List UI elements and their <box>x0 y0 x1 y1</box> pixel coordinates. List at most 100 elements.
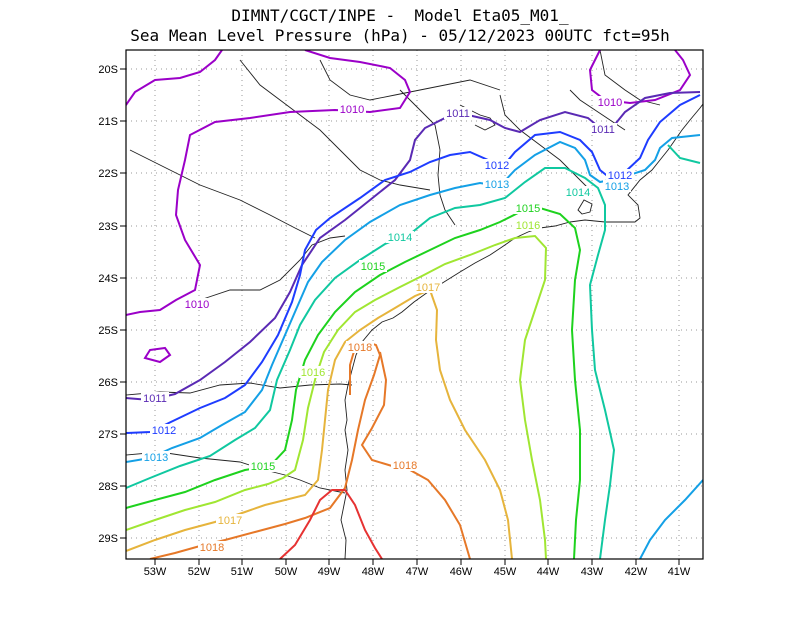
longitude-labels: 53W 52W 51W 50W 49W 48W 47W 46W 45W 44W 43W 42W 41W <box>144 566 691 578</box>
contour-label-bg <box>338 103 366 115</box>
contour-label-1012: 1012 <box>152 425 176 437</box>
contour-label-bg <box>183 298 211 310</box>
state-border <box>129 149 316 239</box>
contour-label-1017: 1017 <box>416 282 440 294</box>
contour-label-bg <box>514 202 542 214</box>
contour-label-1011: 1011 <box>143 393 167 405</box>
isobar-1010 <box>143 346 172 364</box>
isobar-1019 <box>279 489 383 559</box>
state-border <box>319 59 501 101</box>
bay-outline <box>577 199 593 215</box>
state-border <box>199 235 346 301</box>
contour-label-bg <box>150 424 178 436</box>
longitude-label: 49W <box>318 566 341 578</box>
contour-label-bg <box>444 107 472 119</box>
latitude-label: 28S <box>98 481 118 493</box>
contour-label-bg <box>142 451 170 463</box>
plot-frame <box>125 49 704 560</box>
contour-label-bg <box>603 180 631 192</box>
contour-label-1010: 1010 <box>598 97 622 109</box>
isobar-1018 <box>360 351 471 559</box>
contour-label-1015: 1015 <box>361 261 385 273</box>
longitude-label: 43W <box>581 566 604 578</box>
latitude-label: 22S <box>98 168 118 180</box>
isobar-1011 <box>126 91 701 402</box>
contour-label-1012: 1012 <box>608 170 632 182</box>
contour-label-1014: 1014 <box>566 187 590 199</box>
isobar-1018 <box>149 340 382 559</box>
latitude-label: 25S <box>98 325 118 337</box>
contour-label-bg <box>483 159 511 171</box>
isobar-1014 <box>126 167 616 559</box>
contour-label-bg <box>514 219 542 231</box>
state-border <box>239 59 431 191</box>
contour-label-bg <box>589 123 617 135</box>
contour-label-1012: 1012 <box>485 160 509 172</box>
latitude-label: 24S <box>98 273 118 285</box>
contour-label-bg <box>198 541 226 553</box>
isobar-1010 <box>126 50 223 106</box>
contour-label-bg <box>216 514 244 526</box>
contour-label-bg <box>391 459 419 471</box>
contour-label-1013: 1013 <box>605 181 629 193</box>
contour-label-bg <box>564 186 592 198</box>
contour-label-bg <box>359 260 387 272</box>
contour-label-1018: 1018 <box>200 542 224 554</box>
contour-label-1013: 1013 <box>485 179 509 191</box>
longitude-label: 46W <box>450 566 473 578</box>
longitude-label: 42W <box>625 566 648 578</box>
longitude-label: 50W <box>275 566 298 578</box>
contour-label-bg <box>483 178 511 190</box>
state-border <box>399 89 456 226</box>
longitude-label: 41W <box>668 566 691 578</box>
isobar-1014 <box>667 144 701 164</box>
contour-label-1010: 1010 <box>340 104 364 116</box>
longitude-label: 48W <box>362 566 385 578</box>
latitude-label: 26S <box>98 377 118 389</box>
longitude-label: 51W <box>231 566 254 578</box>
contour-label-1016: 1016 <box>301 367 325 379</box>
longitude-label: 44W <box>537 566 560 578</box>
latitude-label: 27S <box>98 429 118 441</box>
contour-label-1015: 1015 <box>516 203 540 215</box>
isobar-1010 <box>126 50 412 316</box>
isobar-1016 <box>126 234 548 559</box>
contour-label-1014: 1014 <box>388 232 412 244</box>
longitude-label: 53W <box>144 566 167 578</box>
contour-label-1018: 1018 <box>348 342 372 354</box>
contour-label-1016: 1016 <box>516 220 540 232</box>
axis-ticks <box>120 68 680 565</box>
contour-label-bg <box>249 460 277 472</box>
latitude-label: 23S <box>98 221 118 233</box>
contour-label-1018: 1018 <box>393 460 417 472</box>
isobar-1012-east <box>639 479 703 559</box>
contour-label-bg <box>596 96 624 108</box>
state-border <box>499 94 591 191</box>
longitude-label: 45W <box>494 566 517 578</box>
contour-label-1017: 1017 <box>218 515 242 527</box>
contour-label-1013: 1013 <box>144 452 168 464</box>
contour-label-bg <box>299 366 327 378</box>
contour-label-1010: 1010 <box>185 299 209 311</box>
longitude-label: 52W <box>188 566 211 578</box>
contour-labels: 1010101010101011101110111012101210121013… <box>141 96 634 554</box>
contour-label-bg <box>606 169 634 181</box>
longitude-label: 47W <box>406 566 429 578</box>
contour-label-1015: 1015 <box>251 461 275 473</box>
map-title-line1: DIMNT/CGCT/INPE - Model Eta05_M01_ <box>231 6 569 25</box>
isobar-1017 <box>126 288 513 559</box>
contour-label-bg <box>386 231 414 243</box>
isobar-1010 <box>588 50 692 105</box>
contour-label-bg <box>414 281 442 293</box>
coastline <box>340 103 703 559</box>
contour-label-1011: 1011 <box>591 124 615 136</box>
map-title-line2: Sea Mean Level Pressure (hPa) - 05/12/20… <box>130 26 670 45</box>
contour-label-bg <box>346 341 374 353</box>
latitude-label: 29S <box>98 533 118 545</box>
latitude-labels: 20S 21S 22S 23S 24S 25S 26S 27S 28S 29S <box>98 64 118 545</box>
contour-label-1011: 1011 <box>446 108 470 120</box>
latitude-label: 21S <box>98 116 118 128</box>
latitude-label: 20S <box>98 64 118 76</box>
contour-label-bg <box>141 392 169 404</box>
